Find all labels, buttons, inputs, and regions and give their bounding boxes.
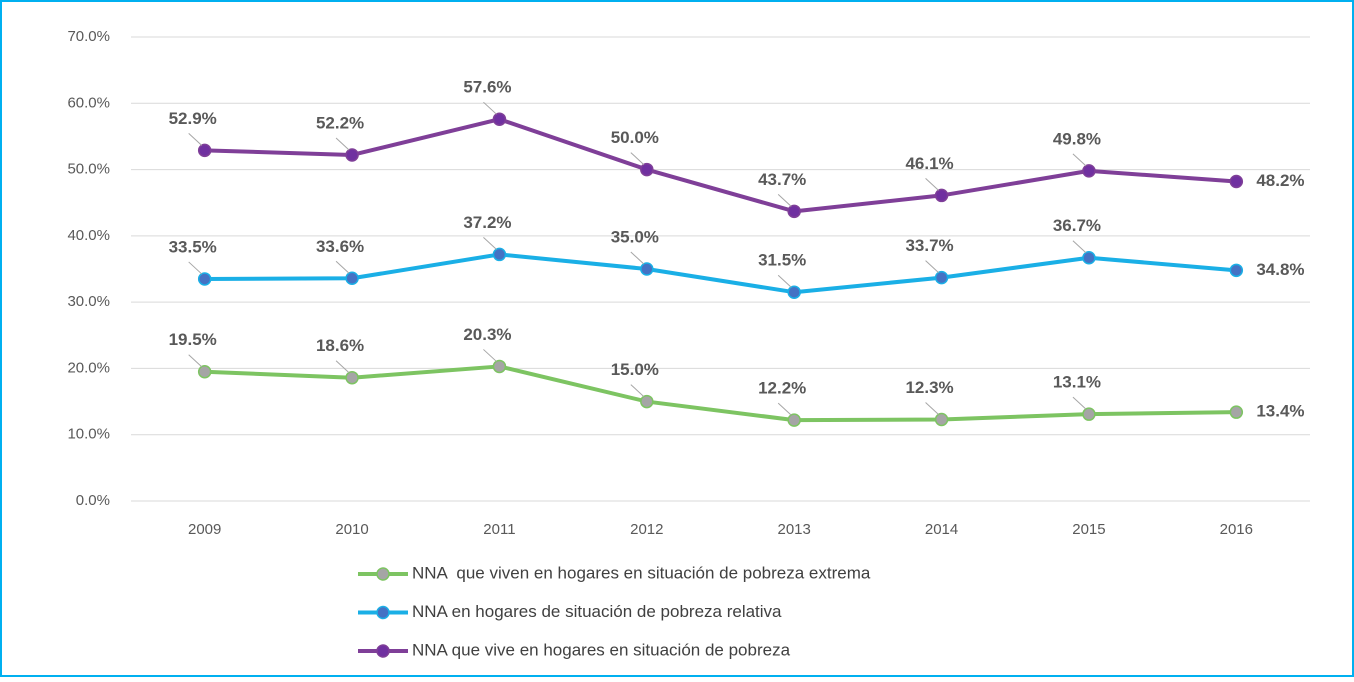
marker xyxy=(787,413,801,427)
marker xyxy=(934,188,949,203)
x-tick-label: 2013 xyxy=(778,521,811,538)
data-label: 33.5% xyxy=(169,237,217,256)
leader-line xyxy=(630,251,645,265)
marker xyxy=(345,370,359,385)
leader-line xyxy=(925,260,939,273)
data-label: 33.6% xyxy=(316,237,364,256)
leader-line xyxy=(925,402,939,415)
y-tick-label: 50.0% xyxy=(67,161,110,178)
leader-line xyxy=(188,132,203,146)
x-tick-label: 2009 xyxy=(188,521,221,538)
marker xyxy=(1229,263,1244,278)
leader-line xyxy=(1072,240,1087,254)
marker xyxy=(934,270,949,285)
marker xyxy=(1229,405,1244,419)
data-label: 31.5% xyxy=(758,251,806,270)
data-label: 20.3% xyxy=(463,325,511,344)
data-label: 52.2% xyxy=(316,113,364,132)
legend-marker xyxy=(376,567,390,581)
marker xyxy=(492,112,507,126)
marker xyxy=(640,394,654,409)
y-tick-label: 10.0% xyxy=(67,426,110,443)
x-tick-label: 2016 xyxy=(1220,521,1253,538)
leader-line xyxy=(630,384,645,397)
legend-label: NNA que vive en hogares en situación de … xyxy=(412,640,791,659)
leader-line xyxy=(777,193,792,207)
data-label: 37.2% xyxy=(463,213,511,232)
legend-marker xyxy=(376,605,390,620)
data-label: 34.8% xyxy=(1256,260,1304,279)
series-line xyxy=(204,364,1237,423)
leader-line xyxy=(188,354,203,368)
leader-line xyxy=(1072,396,1087,410)
leader-line xyxy=(925,178,939,191)
series-line xyxy=(204,252,1237,295)
marker xyxy=(640,162,654,177)
marker xyxy=(934,412,949,427)
leader-line xyxy=(335,260,350,274)
x-tick-label: 2012 xyxy=(630,521,663,538)
marker xyxy=(1229,174,1244,189)
leader-line xyxy=(335,360,350,374)
data-label: 13.1% xyxy=(1053,373,1101,392)
series-line xyxy=(204,117,1237,214)
data-label: 50.0% xyxy=(611,128,659,147)
data-label: 46.1% xyxy=(905,154,953,173)
data-label: 57.6% xyxy=(463,78,511,97)
marker xyxy=(197,364,212,379)
y-tick-label: 0.0% xyxy=(76,492,110,509)
data-label: 19.5% xyxy=(169,330,217,349)
legend-marker xyxy=(376,644,390,658)
legend-label: NNA que viven en hogares en situación de… xyxy=(412,563,871,582)
marker xyxy=(1082,407,1096,421)
data-label: 15.0% xyxy=(611,360,659,379)
marker xyxy=(197,143,212,158)
data-label: 36.7% xyxy=(1053,216,1101,235)
leader-line xyxy=(483,237,497,250)
y-tick-label: 30.0% xyxy=(67,293,110,310)
marker xyxy=(492,359,507,374)
marker xyxy=(640,262,654,276)
y-tick-label: 20.0% xyxy=(67,359,110,376)
leader-line xyxy=(777,274,792,288)
y-tick-label: 70.0% xyxy=(67,28,110,45)
marker xyxy=(787,285,801,299)
marker xyxy=(1082,250,1096,265)
leader-line xyxy=(1072,153,1087,167)
data-label: 35.0% xyxy=(611,227,659,246)
y-tick-label: 40.0% xyxy=(67,227,110,244)
data-label: 49.8% xyxy=(1053,129,1101,148)
marker xyxy=(345,148,359,162)
data-label: 12.2% xyxy=(758,379,806,398)
leader-line xyxy=(630,152,645,165)
leader-line xyxy=(188,261,203,275)
data-label: 52.9% xyxy=(169,109,217,128)
data-label: 12.3% xyxy=(905,378,953,397)
marker xyxy=(787,204,801,219)
leader-line xyxy=(335,137,350,151)
data-label: 33.7% xyxy=(905,236,953,255)
marker xyxy=(345,271,359,286)
marker xyxy=(492,247,507,262)
x-tick-label: 2014 xyxy=(925,521,958,538)
leader-line xyxy=(483,101,497,115)
leader-line xyxy=(483,349,497,362)
x-tick-label: 2015 xyxy=(1072,521,1105,538)
marker xyxy=(1082,164,1096,178)
y-tick-label: 60.0% xyxy=(67,94,110,111)
data-label: 18.6% xyxy=(316,336,364,355)
x-tick-label: 2011 xyxy=(483,521,515,538)
x-tick-label: 2010 xyxy=(335,521,368,538)
data-label: 43.7% xyxy=(758,170,806,189)
data-label: 13.4% xyxy=(1256,402,1304,421)
legend-label: NNA en hogares de situación de pobreza r… xyxy=(412,602,782,621)
leader-line xyxy=(777,402,792,416)
data-label: 48.2% xyxy=(1256,171,1304,190)
marker xyxy=(197,272,212,286)
